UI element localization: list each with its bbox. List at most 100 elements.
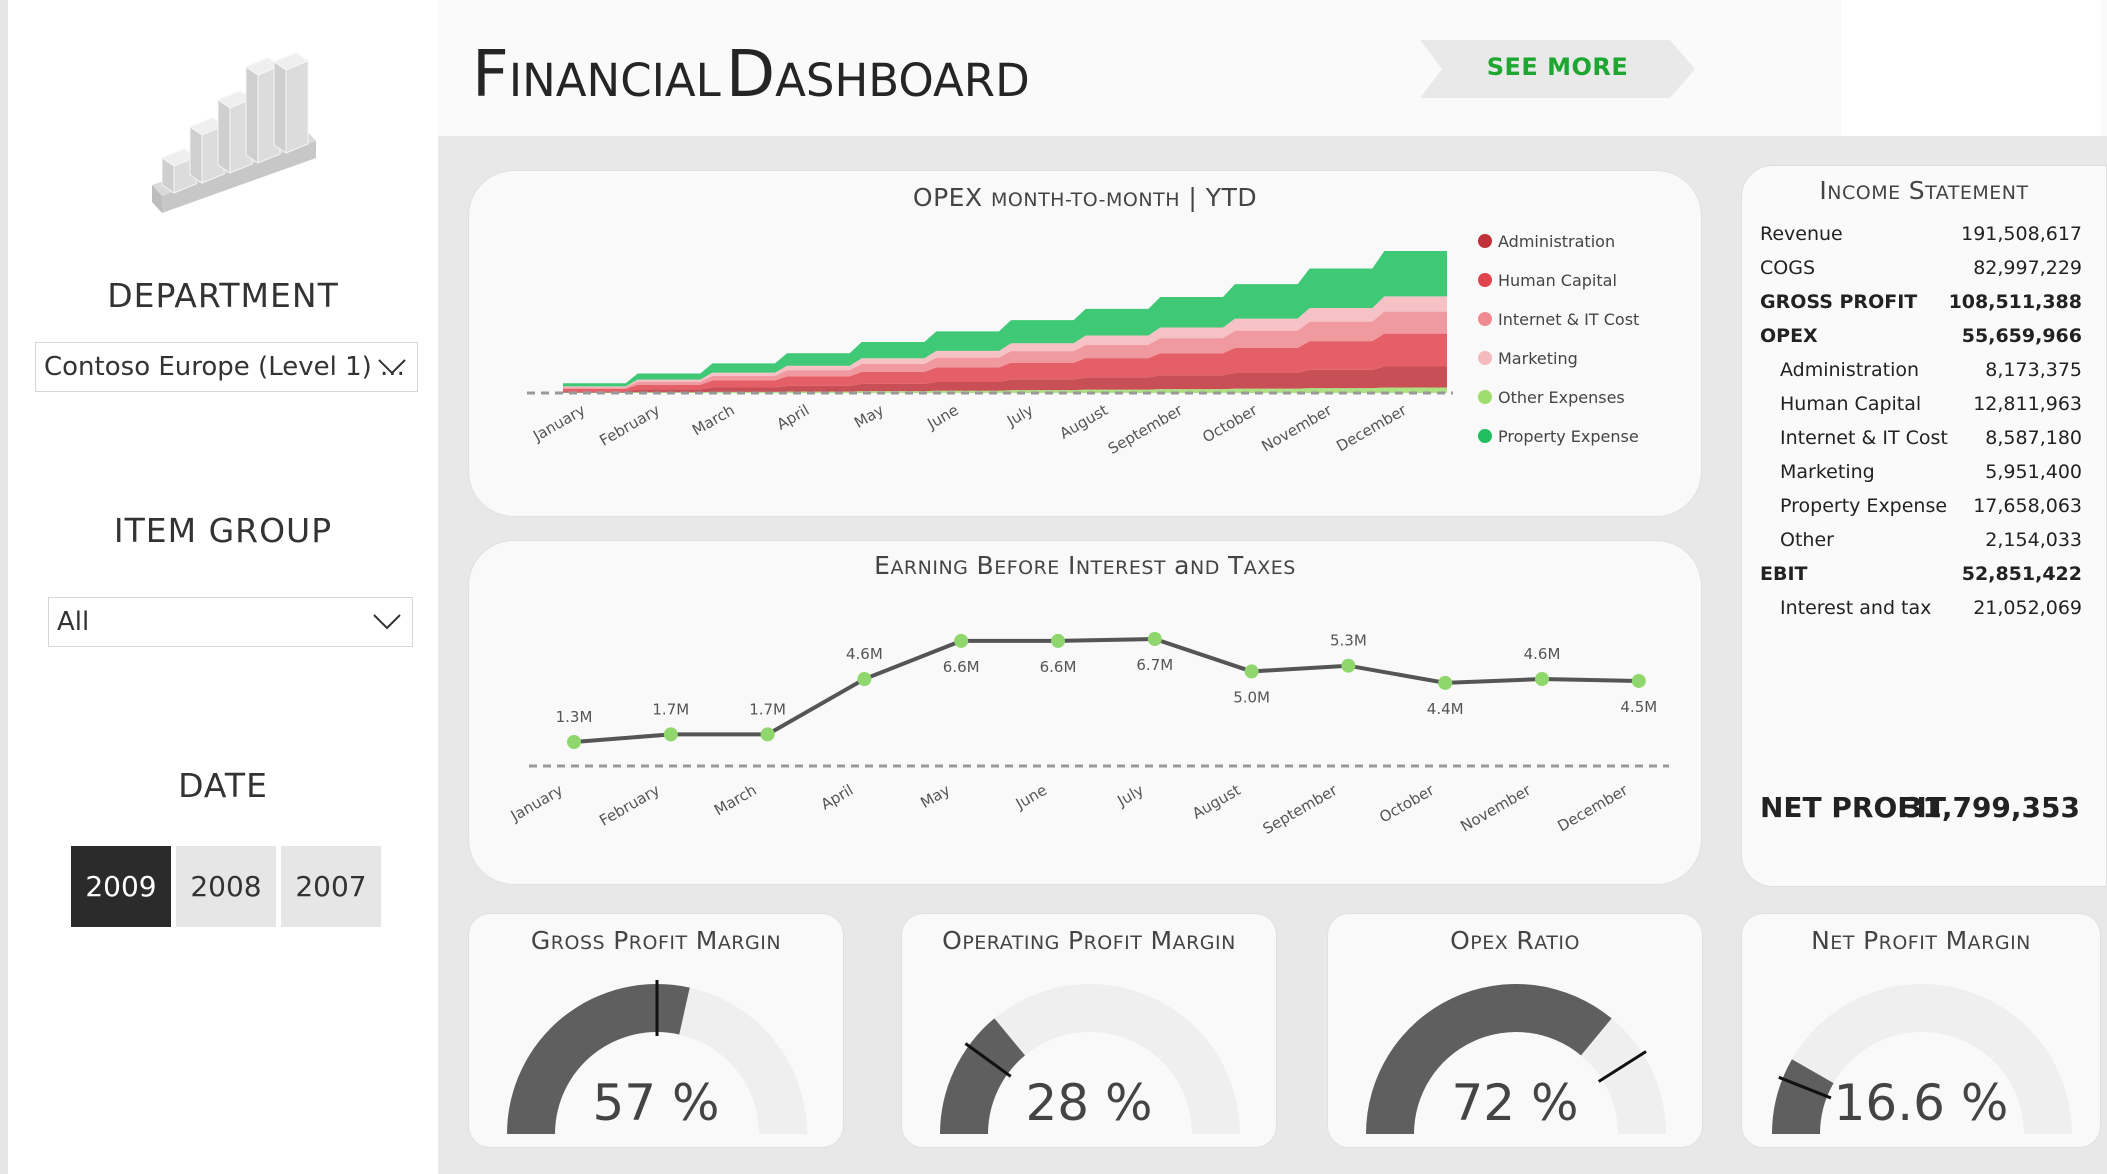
legend-dot-icon <box>1478 234 1492 248</box>
statement-row-label: Property Expense <box>1780 495 1948 517</box>
opex-area-human-capital <box>563 333 1447 392</box>
statement-row-label: Revenue <box>1760 223 1843 245</box>
statement-row-label: OPEX <box>1760 325 1818 347</box>
statement-row-value: 8,173,375 <box>1985 359 2082 381</box>
ebit-data-label: 1.3M <box>556 708 593 726</box>
year-button-2009[interactable]: 2009 <box>71 846 171 927</box>
see-more-label: SEE MORE <box>1486 53 1629 81</box>
filter-panel: DEPARTMENT Contoso Europe (Level 1) ... … <box>0 0 438 1174</box>
statement-row-value: 2,154,033 <box>1985 529 2082 551</box>
statement-row-value: 55,659,966 <box>1961 325 2082 347</box>
ebit-point <box>1051 633 1065 648</box>
gauge-title: Net Profit Margin <box>1811 926 2031 955</box>
net-profit-label: NET PROFIT <box>1760 791 1946 824</box>
item-group-dropdown[interactable]: All <box>48 597 413 647</box>
statement-row-label: GROSS PROFIT <box>1760 291 1918 313</box>
statement-row-value: 17,658,063 <box>1973 495 2082 517</box>
opex-x-tick: November <box>1258 400 1335 455</box>
opex-x-tick: January <box>529 401 588 446</box>
net-profit-value: 31,799,353 <box>1902 791 2080 824</box>
gauge-value: 16.6 % <box>1833 1074 2009 1132</box>
ebit-data-label: 4.5M <box>1620 698 1657 716</box>
item-group-title: ITEM GROUP <box>113 511 333 550</box>
gauge-arc <box>1772 984 2072 1134</box>
statement-row-label: EBIT <box>1760 563 1808 585</box>
legend-dot-icon <box>1478 390 1492 404</box>
title-word-financial: Financial <box>472 38 721 112</box>
legend-dot-icon <box>1478 273 1492 287</box>
gauge-fill <box>1366 984 1612 1134</box>
ebit-x-tick: January <box>507 781 566 826</box>
ebit-data-label: 1.7M <box>749 700 786 718</box>
ebit-x-tick: April <box>818 781 857 814</box>
gauge-fill <box>507 984 690 1134</box>
legend-item-label: Administration <box>1498 232 1615 251</box>
legend-dot-icon <box>1478 351 1492 365</box>
year-button-2008[interactable]: 2008 <box>176 846 276 927</box>
see-more-button[interactable]: SEE MORE <box>1420 40 1695 98</box>
gauge-target-marker <box>1778 1075 1832 1100</box>
opex-x-tick: December <box>1333 400 1410 455</box>
ebit-point <box>1438 675 1453 690</box>
statement-row-label: Other <box>1780 529 1834 551</box>
statement-row-label: COGS <box>1760 257 1816 279</box>
ebit-point <box>663 727 678 742</box>
ebit-x-tick: September <box>1260 780 1342 837</box>
legend-dot-icon <box>1478 429 1492 443</box>
gauge-card-1: Gross Profit Margin 57 % <box>468 913 844 1148</box>
gauge-arc <box>507 980 807 1134</box>
opex-chart-title: OPEX Month-to-Month | YTD <box>912 183 1258 212</box>
ebit-x-tick: March <box>711 781 760 819</box>
ebit-point <box>954 633 969 648</box>
legend-item-label: Property Expense <box>1498 427 1639 446</box>
gauge-track <box>1772 984 2072 1134</box>
ebit-point <box>760 727 775 742</box>
statement-row-value: 191,508,617 <box>1961 223 2082 245</box>
ebit-x-tick: October <box>1376 780 1438 826</box>
ebit-x-tick: June <box>1012 781 1050 813</box>
ebit-x-tick: February <box>596 781 663 830</box>
ebit-x-tick: December <box>1554 780 1631 835</box>
gauge-card-3: OPEX Ratio 72 % <box>1327 913 1703 1148</box>
legend-item-label: Other Expenses <box>1498 388 1625 407</box>
ebit-data-label: 4.6M <box>1524 645 1561 663</box>
gauge-card-2: Operating Profit Margin 28 % <box>901 913 1277 1148</box>
gauge-track <box>940 984 1240 1134</box>
header-bar <box>438 0 2107 136</box>
opex-x-tick: May <box>851 401 887 432</box>
gauge-title: OPEX Ratio <box>1450 926 1580 955</box>
ebit-data-label: 6.7M <box>1136 656 1173 674</box>
statement-row-label: Interest and tax <box>1780 597 1932 619</box>
income-statement-card: Income Statement Revenue 191,508,617 COGS 8… <box>1741 165 2107 887</box>
gauge-fill <box>1772 1059 1834 1134</box>
statement-row-value: 108,511,388 <box>1948 291 2082 313</box>
ebit-data-label: 5.3M <box>1330 632 1367 650</box>
department-dropdown[interactable]: Contoso Europe (Level 1) ... <box>35 342 418 392</box>
ebit-point <box>1341 658 1356 673</box>
statement-row-label: Human Capital <box>1780 393 1922 415</box>
opex-x-tick: September <box>1105 400 1187 457</box>
department-title: DEPARTMENT <box>107 276 339 315</box>
gauge-title: Operating Profit Margin <box>942 926 1236 955</box>
legend-item-label: Internet & IT Cost <box>1498 310 1639 329</box>
department-value: Contoso Europe (Level 1) ... <box>44 352 405 382</box>
ebit-data-label: 4.4M <box>1427 700 1464 718</box>
opex-chart-card: OPEX Month-to-Month | YTD January Februar… <box>468 170 1702 517</box>
statement-row-value: 8,587,180 <box>1985 427 2082 449</box>
ebit-x-tick: August <box>1189 781 1244 823</box>
page-title: Financial Dashboard <box>472 38 1030 112</box>
opex-x-tick: April <box>774 401 813 434</box>
statement-row-value: 5,951,400 <box>1985 461 2082 483</box>
item-group-value: All <box>57 607 90 637</box>
legend-item-label: Human Capital <box>1498 271 1617 290</box>
ebit-x-tick: May <box>917 781 953 812</box>
ebit-point <box>1147 632 1162 646</box>
ebit-line <box>573 636 1639 744</box>
year-button-2007[interactable]: 2007 <box>281 846 381 927</box>
gauge-arc <box>940 984 1240 1134</box>
statement-row-value: 21,052,069 <box>1973 597 2082 619</box>
opex-x-tick: July <box>1003 401 1036 431</box>
ebit-chart-title: Earning Before Interest and Taxes <box>874 551 1296 580</box>
arrow-banner-shape <box>1420 40 1695 98</box>
gauge-arc <box>1366 984 1666 1134</box>
